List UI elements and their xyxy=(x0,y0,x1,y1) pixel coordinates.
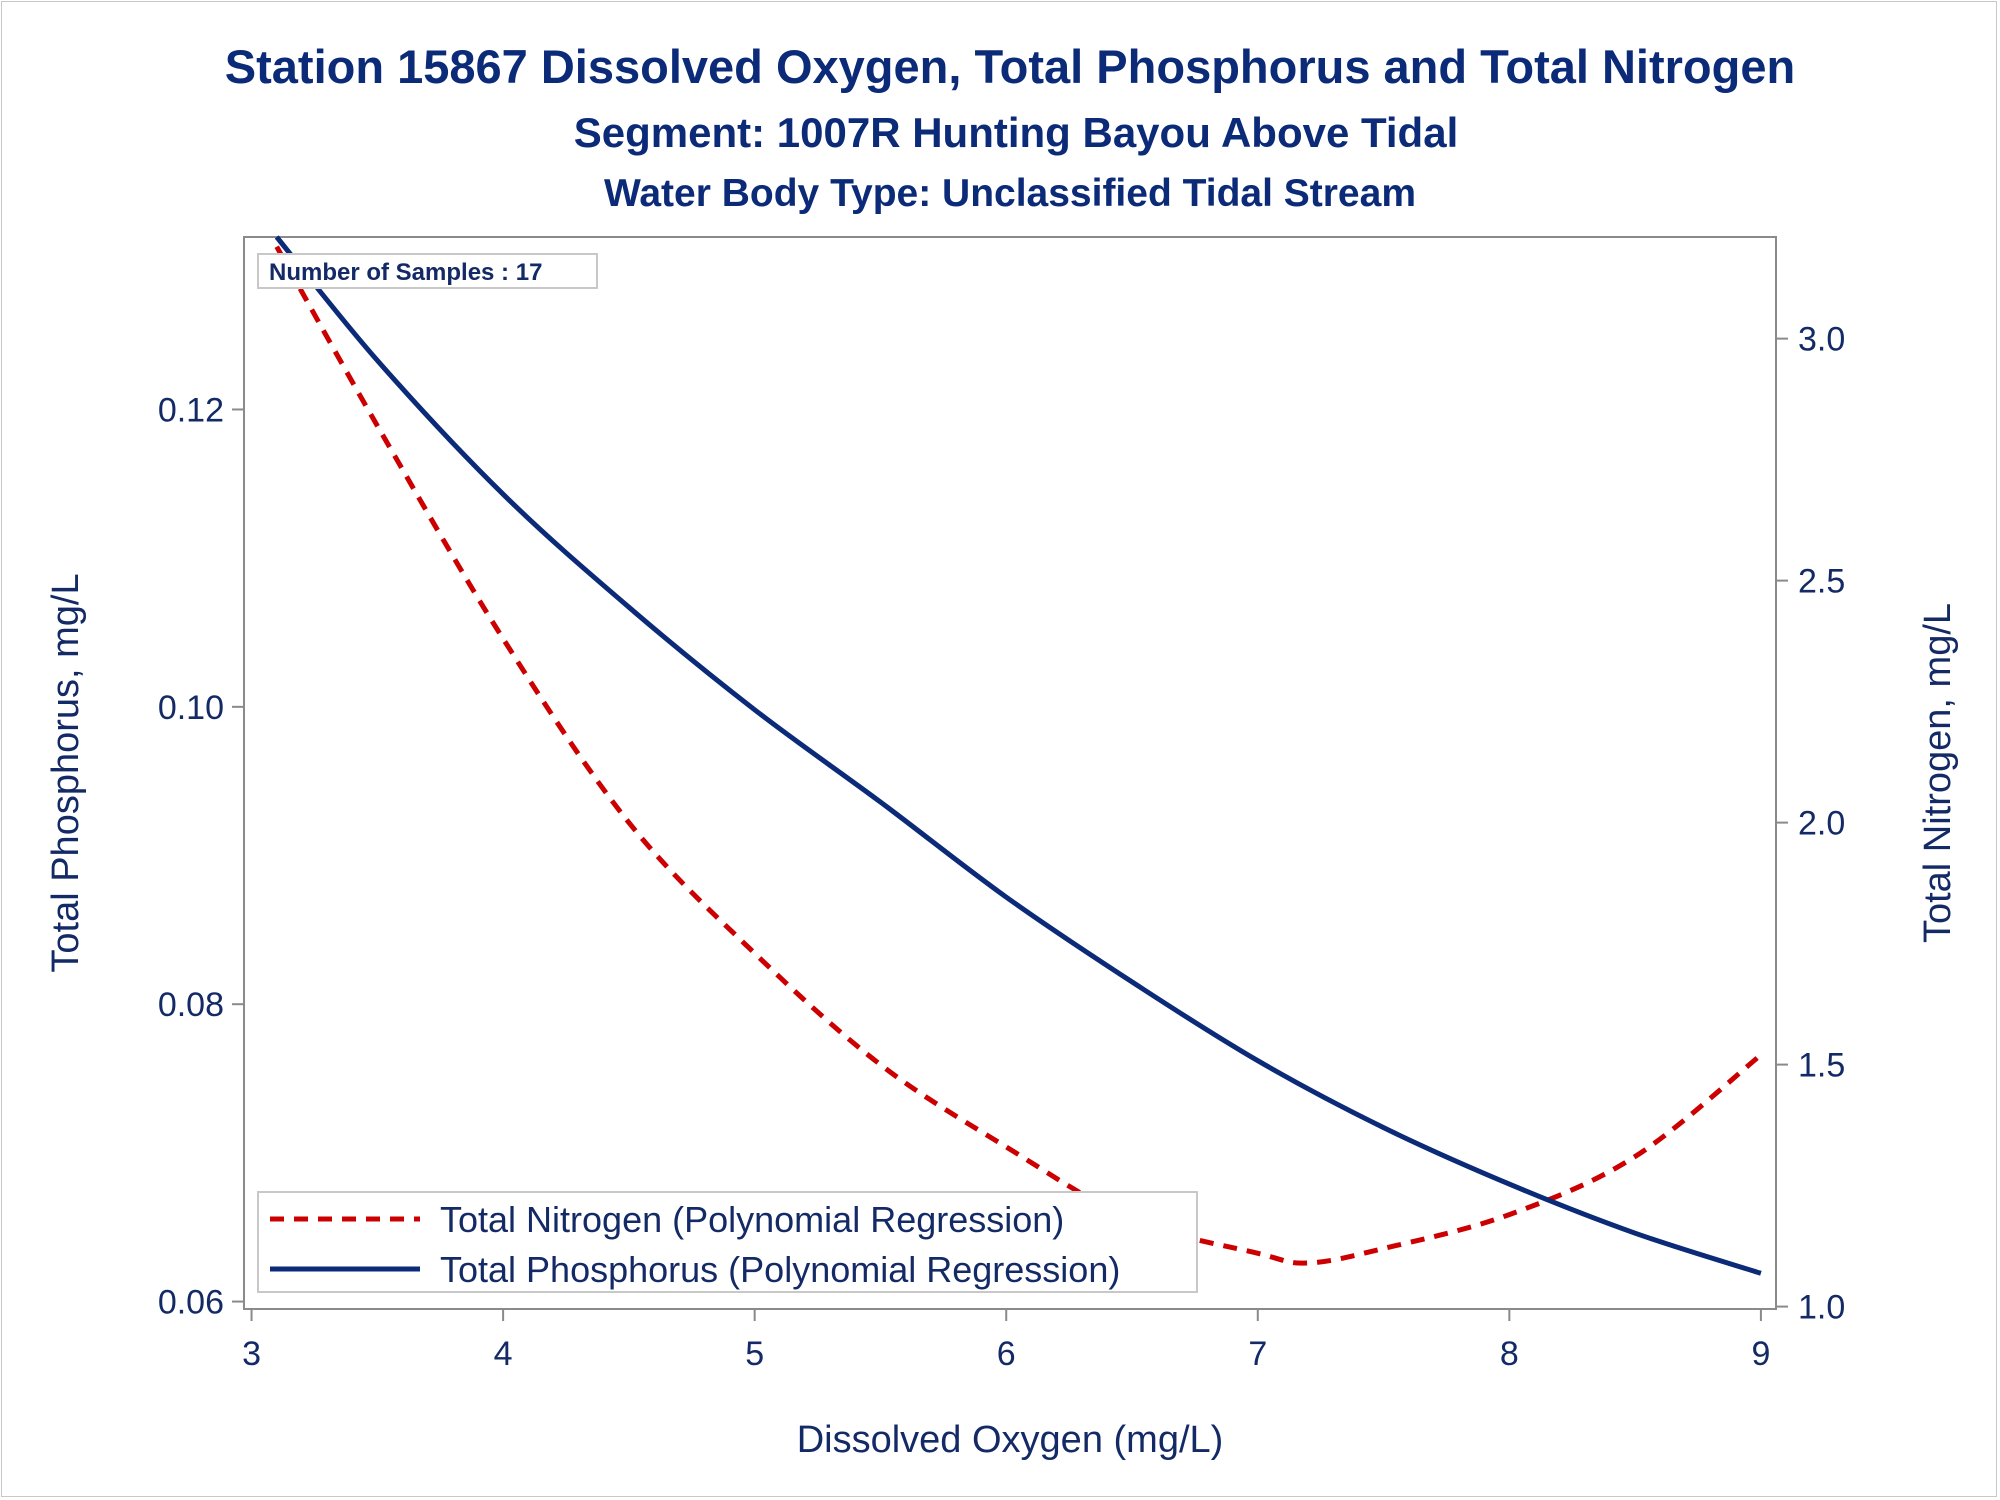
y-right-tick-label: 2.5 xyxy=(1798,563,1845,601)
y-right-axis-label: Total Nitrogen, mg/L xyxy=(1917,603,1959,943)
y-right-tick-label: 2.0 xyxy=(1798,805,1845,843)
y-right-axis-ticks: 1.0 1.5 2.0 2.5 3.0 xyxy=(1776,321,1845,1327)
x-axis-label: Dissolved Oxygen (mg/L) xyxy=(797,1419,1224,1461)
series-layer xyxy=(274,235,1763,1276)
legend-box xyxy=(257,1191,1198,1293)
chart-title: Station 15867 Dissolved Oxygen, Total Ph… xyxy=(225,40,1795,93)
y-left-tick-label: 0.08 xyxy=(158,986,224,1024)
y-left-axis-label: Total Phosphorus, mg/L xyxy=(45,573,87,972)
y-left-tick-label: 0.12 xyxy=(158,391,224,429)
x-axis-ticks: 3 4 5 6 7 8 9 xyxy=(242,1309,1770,1373)
x-tick-label: 3 xyxy=(242,1335,261,1373)
y-left-axis-ticks: 0.06 0.08 0.10 0.12 xyxy=(158,391,244,1322)
legend: Total Nitrogen (Polynomial Regression) T… xyxy=(257,1191,1198,1293)
x-tick-label: 8 xyxy=(1500,1335,1519,1373)
x-tick-label: 4 xyxy=(494,1335,513,1373)
y-right-tick-label: 3.0 xyxy=(1798,321,1845,359)
y-right-tick-label: 1.5 xyxy=(1798,1047,1845,1085)
x-tick-label: 7 xyxy=(1248,1335,1267,1373)
chart-subtitle-2: Water Body Type: Unclassified Tidal Stre… xyxy=(604,172,1416,215)
legend-label-nitrogen: Total Nitrogen (Polynomial Regression) xyxy=(440,1199,1064,1240)
chart-subtitle: Segment: 1007R Hunting Bayou Above Tidal xyxy=(574,109,1458,156)
x-tick-label: 9 xyxy=(1751,1335,1770,1373)
y-left-tick-label: 0.10 xyxy=(158,689,224,727)
x-tick-label: 6 xyxy=(997,1335,1016,1373)
sample-count-label: Number of Samples : 17 xyxy=(269,259,542,286)
y-right-tick-label: 1.0 xyxy=(1798,1289,1845,1327)
phosphorus-regression-line xyxy=(274,235,1762,1276)
sample-count-box xyxy=(257,253,598,289)
x-tick-label: 5 xyxy=(745,1335,764,1373)
plot-area xyxy=(243,236,1777,1310)
legend-label-phosphorus: Total Phosphorus (Polynomial Regression) xyxy=(440,1249,1120,1290)
y-left-tick-label: 0.06 xyxy=(158,1284,224,1322)
nitrogen-regression-line xyxy=(274,245,1763,1266)
